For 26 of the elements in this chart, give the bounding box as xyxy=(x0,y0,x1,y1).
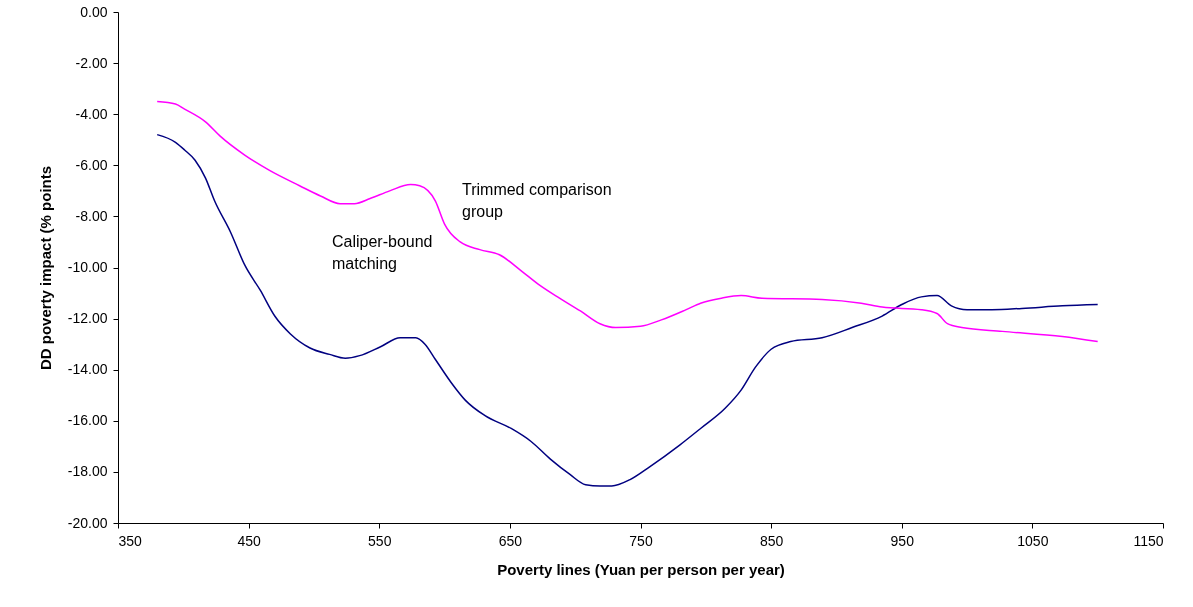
x-tick-label: 450 xyxy=(237,532,262,549)
y-tick-label: -2.00 xyxy=(75,54,108,71)
line-series xyxy=(156,100,1099,343)
x-tick-label: 950 xyxy=(890,532,915,549)
y-tick-label: 0.00 xyxy=(80,3,108,20)
x-tick-label: 1150 xyxy=(1133,532,1164,549)
y-tick-label: -16.00 xyxy=(67,412,108,429)
y-tick-label: -4.00 xyxy=(75,105,108,122)
y-tick-label: -6.00 xyxy=(75,156,108,173)
x-tick-label: 550 xyxy=(368,532,392,549)
x-tick-label: 850 xyxy=(759,532,784,549)
annotation: Trimmed comparison group xyxy=(462,181,612,220)
annotation: Caliper-bound matching xyxy=(332,233,433,272)
x-tick-label: 750 xyxy=(629,532,653,549)
line-series xyxy=(156,133,1099,487)
y-tick-label: -20.00 xyxy=(67,514,108,531)
y-tick-label: -8.00 xyxy=(75,207,108,224)
x-axis-title: Poverty lines (Yuan per person per year) xyxy=(497,560,785,578)
x-tick-label: 350 xyxy=(118,532,143,549)
y-tick-label: -18.00 xyxy=(67,463,108,480)
y-tick-label: -12.00 xyxy=(67,310,108,327)
x-tick-label: 1050 xyxy=(1017,532,1049,549)
y-tick-label: -10.00 xyxy=(67,259,108,275)
x-tick-label: 650 xyxy=(498,532,523,549)
y-axis-title: DD poverty impact (% points xyxy=(36,165,54,371)
y-tick-label: -14.00 xyxy=(67,361,108,378)
